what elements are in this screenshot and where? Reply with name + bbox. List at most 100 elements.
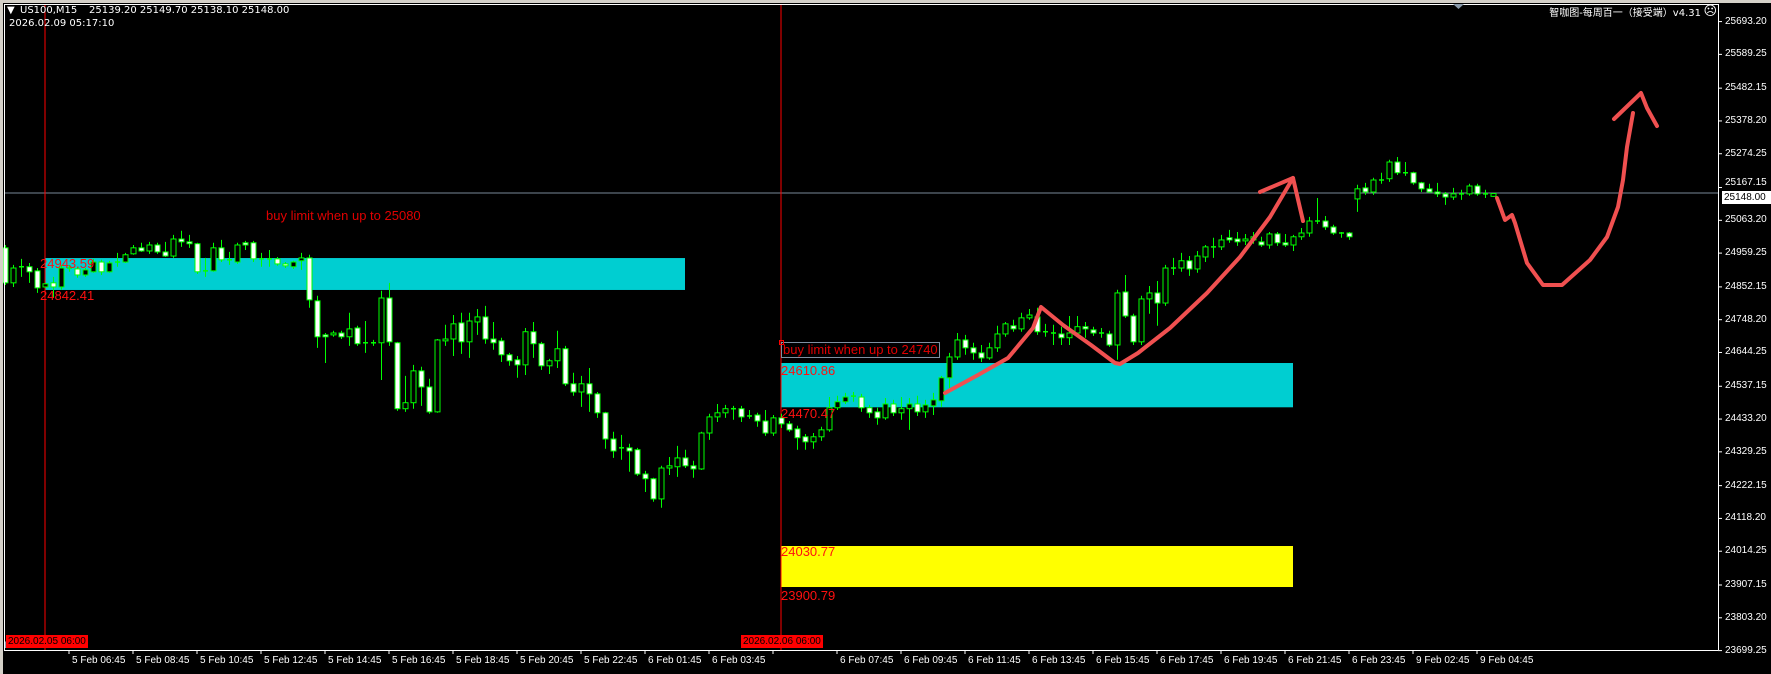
drawn-zigzag-path[interactable]	[943, 176, 1295, 395]
price-zone-2[interactable]	[781, 363, 1293, 408]
candle-body-bull	[170, 238, 177, 257]
price-axis-label: 24014.25	[1725, 545, 1767, 557]
candle-body-bull	[90, 261, 97, 273]
candle-body-bull	[994, 333, 1001, 349]
drawn-forecast-curve[interactable]	[1495, 111, 1635, 287]
candle-body-bear	[1394, 161, 1401, 174]
candle	[1082, 321, 1089, 338]
candle-body-bear	[306, 257, 313, 301]
candle-body-bear	[1082, 326, 1089, 330]
drawn-arrow-head-1[interactable]	[1258, 176, 1305, 223]
candle	[50, 276, 57, 298]
candle-body-bull	[1002, 323, 1009, 335]
candle	[227, 251, 232, 265]
symbol-timeframe: US100,M15	[20, 5, 78, 16]
candle	[731, 405, 736, 420]
candle	[482, 305, 489, 344]
candle-body-bear	[562, 348, 569, 385]
candle	[442, 324, 449, 346]
time-axis-label: 6 Feb 07:45	[840, 655, 894, 666]
candle	[1490, 193, 1497, 197]
candle	[1211, 237, 1216, 258]
price-axis-label: 25167.15	[1725, 176, 1767, 188]
price-chart[interactable]	[3, 3, 1771, 674]
candle	[34, 268, 41, 293]
time-axis-label: 9 Feb 04:45	[1480, 655, 1534, 666]
candle-body-bear	[514, 359, 521, 366]
candles-layer	[3, 156, 1497, 508]
price-axis-label: 23699.25	[1725, 644, 1767, 656]
candle	[586, 368, 593, 412]
time-axis-label: 5 Feb 06:45	[72, 655, 126, 666]
candle-body-bull	[722, 408, 729, 414]
time-axis-label: 5 Feb 16:45	[392, 655, 446, 666]
candle-body-bear	[1474, 185, 1481, 195]
zone-1-bottom-label: 24842.41	[40, 288, 95, 303]
candle	[1130, 313, 1137, 345]
candle-body-bear	[634, 449, 641, 475]
candle-body-bear	[418, 370, 425, 388]
candle	[250, 240, 257, 263]
candle-body-bull	[442, 338, 449, 342]
price-axis-label: 24748.20	[1725, 313, 1767, 325]
drawn-arrow-head-2[interactable]	[1612, 91, 1659, 128]
candle-body-bull	[474, 316, 481, 323]
chart-shift-marker-icon[interactable]	[1453, 4, 1464, 9]
candle	[1226, 229, 1233, 243]
candle-body-bull	[290, 261, 297, 268]
candle	[594, 391, 601, 418]
candle-body-bull	[906, 403, 913, 410]
candle	[1178, 252, 1185, 272]
candle-body-bull	[1066, 332, 1073, 339]
candle	[1106, 330, 1113, 347]
price-zone-1[interactable]	[45, 258, 685, 290]
candle	[554, 330, 561, 369]
candle	[115, 252, 120, 267]
candle	[1122, 274, 1129, 318]
note-anchor-handle[interactable]	[779, 340, 784, 345]
candle-body-bear	[394, 342, 401, 410]
zone-2-note[interactable]: buy limit when up to 24740	[781, 342, 940, 358]
candle-body-bull	[810, 436, 817, 443]
candle	[1306, 216, 1313, 237]
candle	[1426, 183, 1433, 193]
candle-body-bull	[658, 467, 665, 500]
candle-body-bull	[1290, 236, 1297, 246]
candle-body-bear	[682, 457, 689, 467]
symbol-menu-triangle-icon[interactable]: ▼	[7, 5, 15, 16]
candle-body-bear	[1010, 325, 1017, 330]
candle-body-bear	[690, 465, 697, 470]
candle	[674, 445, 681, 477]
time-axis-label: 6 Feb 03:45	[712, 655, 766, 666]
candle	[410, 364, 417, 409]
candle	[259, 252, 264, 267]
price-zone-3[interactable]	[781, 546, 1293, 588]
candle	[1162, 264, 1169, 306]
zone-2-top-label: 24610.86	[781, 363, 836, 378]
candle	[1171, 257, 1176, 275]
candle-body-bear	[626, 447, 633, 452]
candle-body-bull	[298, 257, 305, 262]
candle	[234, 242, 241, 264]
candle-body-bear	[218, 247, 225, 261]
price-axis-label: 25693.20	[1725, 15, 1767, 27]
candle-body-bull	[986, 347, 993, 359]
chart-window[interactable]: ▼ US100,M15 25139.20 25149.70 25138.10 2…	[3, 3, 1771, 674]
candle	[1483, 189, 1488, 198]
candle-body-bear	[538, 343, 545, 367]
candle-body-bear	[1130, 315, 1137, 343]
candle-body-bull	[402, 402, 409, 410]
candle-body-bear	[458, 322, 465, 343]
candle-body-bull	[882, 403, 889, 419]
candle	[866, 404, 873, 418]
time-axis-label: 6 Feb 23:45	[1352, 655, 1406, 666]
candle-body-bear	[1418, 182, 1425, 190]
time-axis-label: 5 Feb 10:45	[200, 655, 254, 666]
candle	[210, 242, 217, 272]
candle-body-bull	[1266, 233, 1273, 246]
candle	[290, 260, 297, 269]
candle-body-bull	[1146, 292, 1153, 300]
candle-body-bull	[1026, 314, 1033, 319]
candle-body-bear	[34, 270, 41, 289]
price-axis-label: 25274.25	[1725, 147, 1767, 159]
